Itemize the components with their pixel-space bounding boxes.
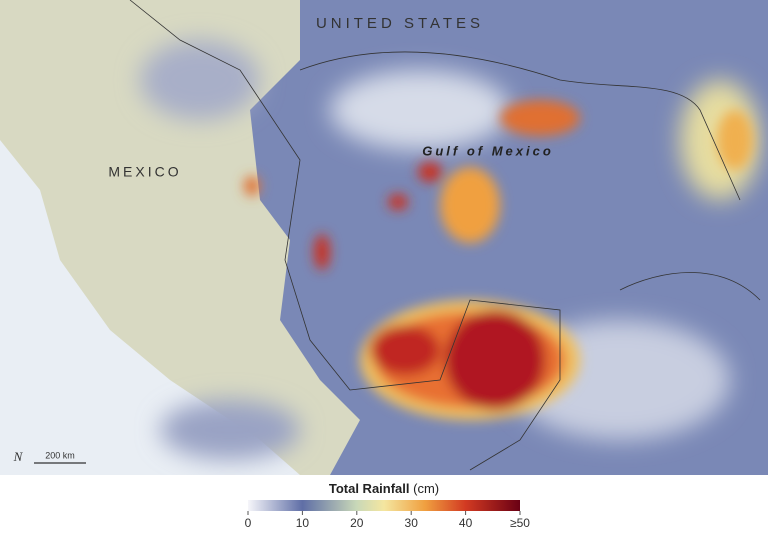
colorbar xyxy=(248,500,520,511)
colorbar-ticks: 0 10 20 30 40 ≥50 xyxy=(245,511,530,530)
coastline xyxy=(129,0,561,471)
compass: N xyxy=(13,449,24,464)
map: UNITED STATES MEXICO Gulf of Mexico N 20… xyxy=(0,0,768,475)
pacific xyxy=(0,140,300,475)
legend-unit: (cm) xyxy=(413,481,439,496)
legend-title-text: Total Rainfall xyxy=(329,481,410,496)
tick-label: 10 xyxy=(296,516,310,530)
tick-label: 0 xyxy=(245,516,252,530)
country-label: MEXICO xyxy=(108,164,181,180)
scale-label: 200 km xyxy=(45,450,75,460)
country-label: UNITED STATES xyxy=(316,15,484,32)
heavy-rain xyxy=(244,100,753,420)
water-label: Gulf of Mexico xyxy=(422,143,554,158)
tick-label: 30 xyxy=(405,516,419,530)
legend-title: Total Rainfall (cm) xyxy=(329,481,439,496)
us-coastline xyxy=(299,51,741,201)
tick-label: 20 xyxy=(350,516,364,530)
cuba-outline xyxy=(619,272,761,301)
tick-label: ≥50 xyxy=(510,516,530,530)
tick-label: 40 xyxy=(459,516,473,530)
